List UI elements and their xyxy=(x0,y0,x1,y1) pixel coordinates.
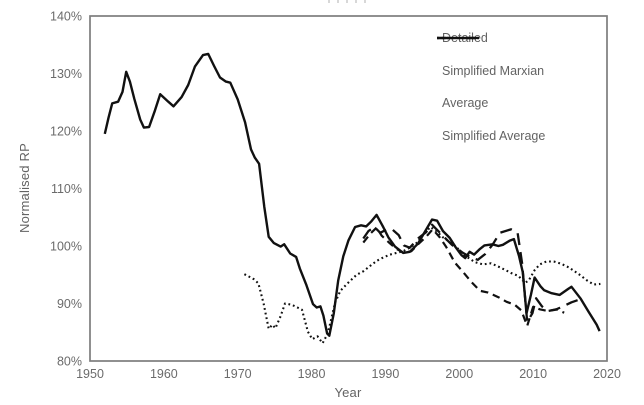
y-axis-title: Normalised RP xyxy=(17,143,32,234)
legend-label-simplified-marxian: Simplified Marxian xyxy=(442,63,545,78)
legend-item-simplified-marxian: Simplified Marxian xyxy=(437,36,637,81)
legend: Detailed Simplified Marxian Average Simp… xyxy=(437,28,637,158)
y-tick-label: 130% xyxy=(50,67,82,81)
y-tick-label: 100% xyxy=(50,240,82,254)
y-tick-label: 90% xyxy=(57,297,82,311)
x-tick-label: 2010 xyxy=(519,367,547,381)
series-line-detailed xyxy=(362,223,581,324)
y-tick-label: 80% xyxy=(57,355,82,369)
x-tick-label: 2000 xyxy=(445,367,473,381)
series-line-simplified-marxian xyxy=(362,226,565,327)
y-tick-label: 140% xyxy=(50,10,82,24)
x-tick-label: 1990 xyxy=(372,367,400,381)
legend-line-sample-simplified-average xyxy=(437,36,479,40)
legend-label-simplified-average: Simplified Average xyxy=(442,128,546,143)
cropped-title-artifact xyxy=(328,0,370,3)
series-line-average xyxy=(103,52,601,337)
legend-item-average: Average xyxy=(437,36,637,113)
x-tick-label: 1950 xyxy=(76,367,104,381)
y-tick-label: 120% xyxy=(50,125,82,139)
legend-item-simplified-average: Simplified Average xyxy=(437,36,637,146)
y-tick-label: 110% xyxy=(51,182,82,196)
x-tick-label: 1980 xyxy=(298,367,326,381)
legend-label-average: Average xyxy=(442,96,489,110)
plot-border xyxy=(89,15,608,362)
x-tick-label: 2020 xyxy=(593,367,621,381)
series-line-simplified-average xyxy=(243,225,601,345)
x-tick-label: 1970 xyxy=(224,367,252,381)
x-tick-label: 1960 xyxy=(150,367,178,381)
x-axis-title: Year xyxy=(334,385,362,400)
